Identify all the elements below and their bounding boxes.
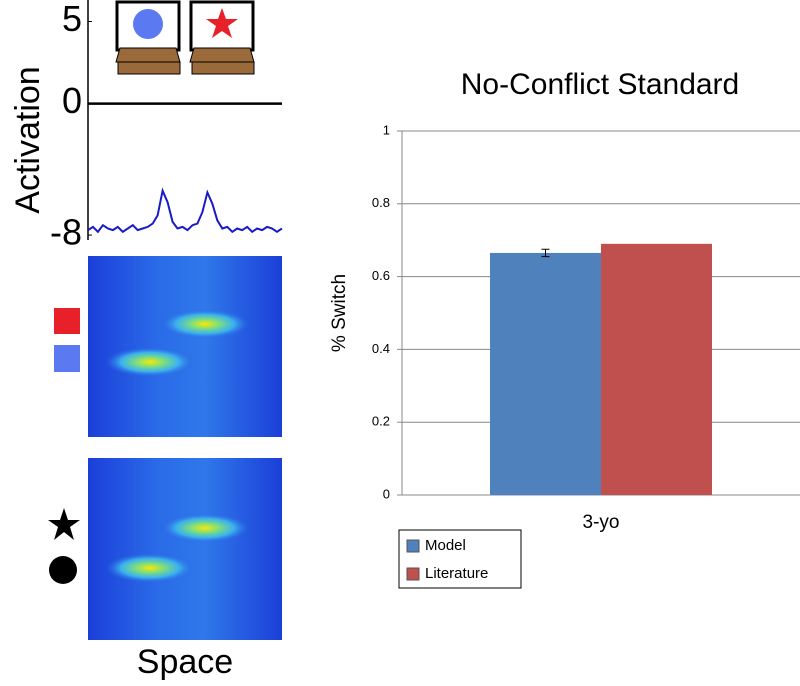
activation-line: [87, 187, 283, 234]
heatmaps: [48, 256, 282, 640]
legend-label: Literature: [425, 565, 488, 582]
y-tick-label: 0.2: [372, 414, 390, 429]
stimulus-icons: [115, 0, 255, 75]
x-tick-label: 3-yo: [583, 512, 620, 533]
y-tick-label: -8: [50, 212, 82, 253]
bar: [601, 243, 712, 495]
y-tick-label: 0.4: [372, 341, 390, 356]
y-tick-label: 1: [383, 122, 390, 137]
y-axis-label: % Switch: [329, 274, 350, 352]
error-bar: [541, 248, 550, 258]
legend-label: Model: [425, 537, 466, 554]
y-tick-label: 0.8: [372, 195, 390, 210]
y-tick-label: 0.6: [372, 268, 390, 283]
bar: [490, 252, 601, 495]
legend-swatch: [406, 539, 420, 553]
x-axis-label: Space: [137, 643, 233, 681]
y-tick-label: 5: [62, 0, 82, 39]
y-tick-label: 0: [383, 486, 390, 501]
legend-swatch: [406, 567, 420, 581]
y-tick-label: 0: [62, 80, 82, 121]
chart-title: No-Conflict Standard: [461, 68, 739, 101]
y-axis-label: Activation: [9, 66, 47, 213]
